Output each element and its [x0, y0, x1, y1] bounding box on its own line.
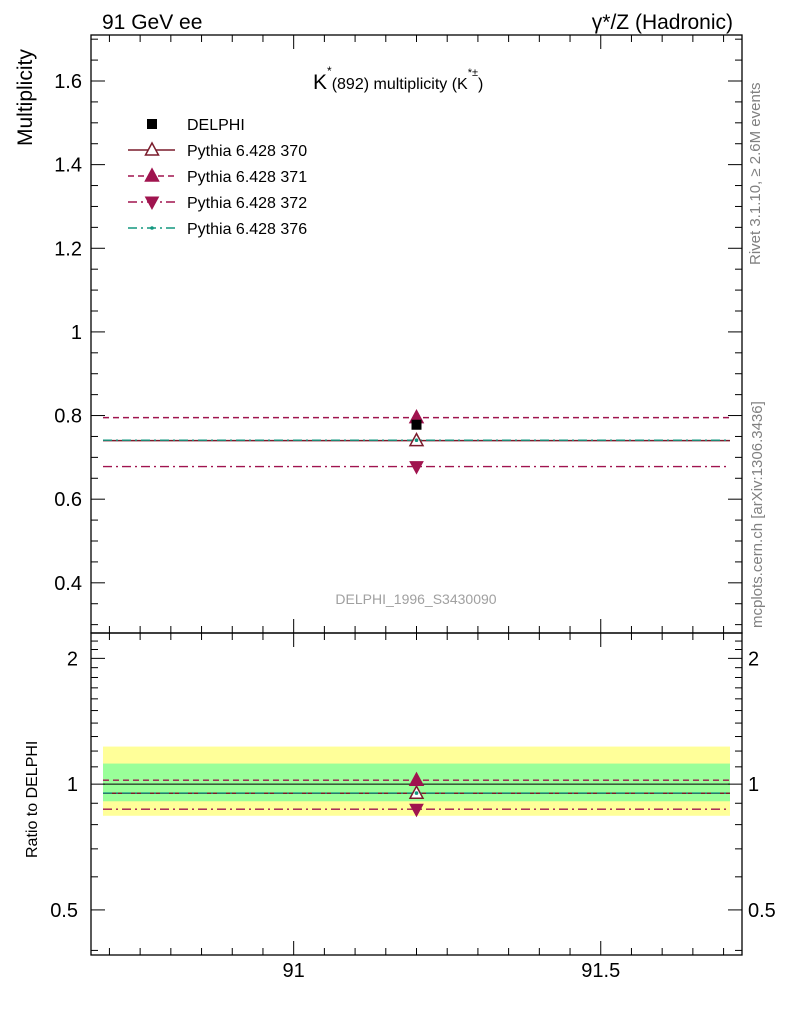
main-plot-title: K*(892) multiplicity (K*±): [313, 64, 483, 94]
ratio-ytick-label-right: 2: [748, 648, 759, 670]
ratio-panel-frame: [90, 632, 743, 956]
legend-label-3: Pythia 6.428 372: [187, 195, 307, 212]
main-axis-ticks: 0.4 0.6 0.8 1 1.2 1.4 1.6: [54, 35, 742, 633]
legend-marker-0: [147, 119, 157, 129]
mcplots-label: mcplots.cern.ch [arXiv:1306.3436]: [749, 401, 766, 628]
legend-marker-2: [144, 167, 160, 182]
legend-marker-4: [150, 226, 154, 230]
main-point-series-3: [409, 461, 424, 475]
ratio-axis-ticks: 0.5 0.5 1 1 2 2 91 91.5: [50, 633, 776, 982]
legend-label-4: Pythia 6.428 376: [187, 221, 307, 238]
main-ytick-label: 0.4: [54, 573, 82, 595]
title-star-pm: *±: [468, 67, 478, 79]
main-point-series-0: [411, 419, 422, 430]
legend: DELPHI Pythia 6.428 370 Pythia 6.428 371 Py…: [128, 117, 307, 238]
main-ytick-label: 0.6: [54, 489, 82, 511]
ratio-xtick-label: 91.5: [581, 960, 620, 982]
main-ytick-label: 1.2: [54, 238, 82, 260]
main-ytick-label: 1.6: [54, 71, 82, 93]
title-k: K: [313, 71, 327, 94]
title-end: ): [478, 76, 483, 93]
title-star: *: [327, 64, 332, 78]
legend-label-1: Pythia 6.428 370: [187, 143, 307, 160]
main-ytick-label: 1: [71, 322, 82, 344]
ratio-point-series-3: [414, 791, 419, 795]
ratio-ytick-label: 1: [67, 774, 78, 796]
analysis-watermark: DELPHI_1996_S3430090: [335, 591, 496, 607]
main-point-series-4: [414, 438, 419, 443]
ratio-point-series-1: [408, 771, 425, 786]
main-ytick-label: 0.8: [54, 406, 82, 428]
ratio-ytick-label: 0.5: [50, 900, 78, 922]
ratio-point-series-2: [409, 803, 424, 818]
ratio-ytick-label: 2: [67, 648, 78, 670]
ratio-ytick-label-right: 1: [748, 774, 759, 796]
ratio-series-markers: [408, 771, 425, 818]
header-left-title: 91 GeV ee: [102, 11, 202, 34]
main-ytick-label: 1.4: [54, 155, 82, 177]
main-series-markers: [408, 409, 425, 475]
header-right-title: γ*/Z (Hadronic): [592, 11, 733, 34]
title-rest: (892) multiplicity (K: [332, 76, 468, 93]
ratio-ylabel: Ratio to DELPHI: [24, 741, 41, 858]
legend-marker-1: [144, 141, 160, 156]
ratio-xtick-label: 91: [283, 960, 305, 982]
legend-label-0: DELPHI: [187, 117, 245, 134]
legend-label-2: Pythia 6.428 371: [187, 169, 307, 186]
rivet-label: Rivet 3.1.10, ≥ 2.6M events: [747, 83, 764, 266]
main-ylabel: Multiplicity: [14, 49, 37, 146]
legend-marker-3: [144, 196, 160, 211]
ratio-ytick-label-right: 0.5: [748, 900, 776, 922]
